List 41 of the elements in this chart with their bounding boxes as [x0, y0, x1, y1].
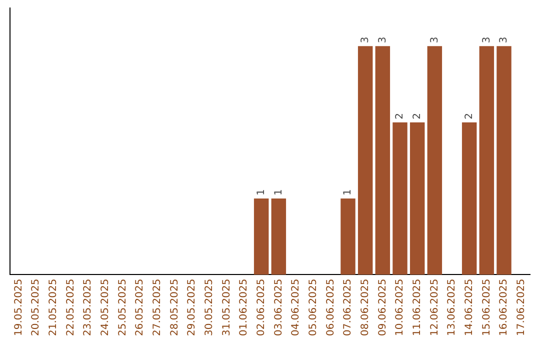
x-tick-label: 14.06.2025 [464, 278, 475, 336]
data-label: 1 [256, 189, 267, 196]
x-tick-label: 27.05.2025 [152, 278, 163, 336]
x-tick-label: 01.06.2025 [238, 278, 250, 336]
x-tick-label: 08.06.2025 [360, 278, 371, 336]
x-tick-label: 05.06.2025 [308, 278, 319, 336]
x-tick-label: 04.06.2025 [290, 278, 302, 336]
x-tick-label: 12.06.2025 [429, 278, 440, 336]
x-tick-label: 31.05.2025 [221, 278, 232, 336]
x-tick-label: 21.05.2025 [48, 278, 59, 336]
data-label: 1 [342, 189, 354, 196]
x-tick-label: 20.05.2025 [30, 278, 42, 336]
data-label: 2 [412, 112, 423, 120]
x-tick-label: 17.06.2025 [516, 278, 527, 336]
data-label: 3 [360, 36, 371, 44]
x-tick-label: 11.06.2025 [412, 278, 423, 336]
x-tick-label: 02.06.2025 [256, 278, 267, 336]
x-tick-label: 22.05.2025 [65, 278, 76, 336]
data-label: 1 [273, 189, 284, 196]
x-tick-label: 10.06.2025 [394, 278, 406, 336]
x-tick-label: 29.05.2025 [186, 278, 198, 336]
data-label: 2 [394, 112, 406, 120]
x-tick-label: 09.06.2025 [377, 278, 388, 336]
data-label: 3 [377, 36, 388, 44]
x-tick-label: 15.06.2025 [481, 278, 492, 336]
x-tick-label: 19.05.2025 [13, 278, 24, 336]
x-tick-label: 03.06.2025 [273, 278, 284, 336]
x-tick-label: 16.06.2025 [498, 278, 510, 336]
x-tick-label: 25.05.2025 [117, 278, 128, 336]
data-label: 3 [429, 36, 440, 44]
x-tick-label: 28.05.2025 [169, 278, 180, 336]
x-tick-label: 13.06.2025 [446, 278, 458, 336]
x-tick-label: 24.05.2025 [100, 278, 111, 336]
data-label: 3 [498, 36, 510, 44]
x-tick-label: 30.05.2025 [204, 278, 215, 336]
data-label: 2 [464, 112, 475, 120]
x-tick-label: 06.06.2025 [325, 278, 336, 336]
x-tick-label: 26.05.2025 [134, 278, 146, 336]
data-label: 3 [481, 36, 492, 44]
x-tick-label: 07.06.2025 [342, 278, 354, 336]
x-tick-label: 23.05.2025 [82, 278, 94, 336]
